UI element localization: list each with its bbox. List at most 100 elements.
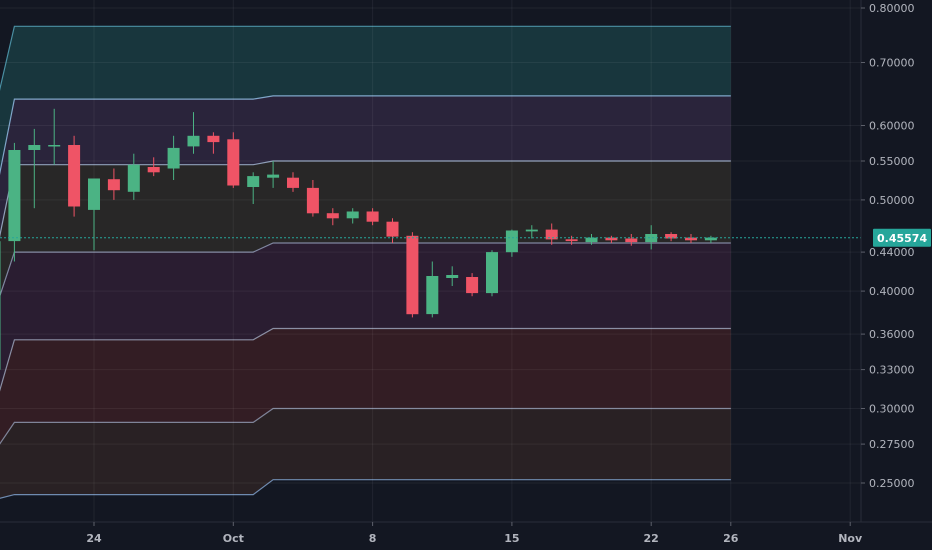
price-tick-label: 0.25000 (869, 477, 915, 490)
fib-band-fill (0, 26, 731, 173)
candle-body (625, 238, 638, 243)
candle (207, 132, 220, 154)
candle-body (685, 237, 697, 241)
candle (565, 235, 578, 245)
fib-band-fill (0, 408, 731, 499)
price-tick-label: 0.50000 (869, 194, 915, 207)
candle-body (645, 234, 658, 243)
fib-level-line (0, 407, 731, 445)
fibonacci-bands (0, 25, 731, 499)
candle (88, 178, 100, 251)
price-tick-label: 0.27500 (869, 438, 915, 451)
fib-band-fill (0, 328, 731, 444)
price-tick-label: 0.44000 (869, 246, 915, 259)
candle-body (88, 178, 100, 210)
fib-level-line (0, 95, 731, 176)
candle-body (147, 167, 160, 173)
candle-body (48, 145, 61, 147)
candle-body (665, 234, 678, 239)
candle-body (486, 252, 498, 294)
time-axis[interactable]: 24 Oct 8 15 22 26 Nov (86, 522, 863, 545)
candle (107, 168, 120, 200)
candle (287, 172, 299, 192)
candle (545, 223, 558, 245)
time-tick-label: 26 (723, 532, 739, 545)
price-tick-label: 0.70000 (869, 57, 915, 70)
time-tick-label: Oct (223, 532, 244, 545)
candle (28, 128, 41, 209)
candle (665, 232, 678, 242)
candle-body (406, 235, 419, 315)
candle-body (0, 241, 1, 370)
candle-body (68, 145, 81, 207)
candle-body (446, 275, 459, 278)
candle-body (107, 179, 120, 191)
candle (0, 241, 1, 370)
price-tick-label: 0.30000 (869, 403, 915, 416)
candle (486, 250, 498, 297)
candle-body (585, 237, 598, 243)
candle (466, 273, 479, 297)
candle (167, 135, 180, 180)
candles (0, 108, 717, 370)
candle (605, 235, 618, 243)
candle (247, 172, 260, 204)
time-tick-label: 8 (369, 532, 377, 545)
candle (346, 208, 359, 224)
candle-body (326, 213, 339, 219)
time-tick-label: 22 (644, 532, 659, 545)
fib-level-line (0, 479, 731, 499)
candle-body (605, 237, 618, 241)
time-tick-label: 15 (504, 532, 519, 545)
time-tick-label: 24 (86, 532, 102, 545)
candle-body (525, 229, 538, 232)
candle-body (287, 177, 299, 188)
candle-body (227, 139, 240, 186)
fib-level-line (0, 25, 731, 92)
candle-body (187, 135, 200, 147)
candle (525, 225, 538, 239)
grid-lines (0, 0, 861, 522)
price-tick-label: 0.60000 (869, 120, 915, 133)
fib-band-fill (0, 243, 731, 390)
candle (147, 157, 160, 177)
candle-body (207, 135, 220, 143)
candle (68, 135, 81, 217)
candle-body (426, 276, 439, 315)
candle-body (466, 277, 479, 294)
candle (48, 108, 61, 165)
candle-body (28, 145, 41, 150)
candle (645, 225, 658, 250)
time-tick-label: Nov (838, 532, 863, 545)
candle-body (704, 237, 717, 241)
fib-band-fill (0, 161, 731, 296)
candle-body (306, 187, 319, 214)
candle (426, 261, 439, 318)
candle (267, 161, 280, 188)
candle-body (505, 230, 518, 253)
candle-body (267, 174, 280, 178)
candle (187, 112, 200, 154)
current-price-label: 0.45574 (873, 228, 931, 247)
candle-body (565, 239, 578, 242)
candle (446, 266, 459, 286)
candle (704, 235, 717, 243)
candle-body (346, 211, 359, 219)
candle (326, 208, 339, 226)
fib-level-line (0, 327, 731, 392)
candle-body (8, 150, 21, 242)
current-price-label-bg (873, 228, 931, 247)
candle (227, 132, 240, 188)
price-tick-label: 0.55000 (869, 155, 915, 168)
candle (8, 142, 21, 262)
candle-body (167, 147, 180, 169)
candle-body (386, 221, 399, 237)
candle-body (366, 211, 379, 222)
price-axis[interactable]: 0.80000 0.70000 0.60000 0.55000 0.50000 0.440… (861, 2, 931, 490)
candle-body (127, 164, 140, 192)
price-tick-label: 0.33000 (869, 364, 915, 377)
candle (505, 229, 518, 257)
candle (366, 208, 379, 226)
candle-body (247, 176, 260, 187)
